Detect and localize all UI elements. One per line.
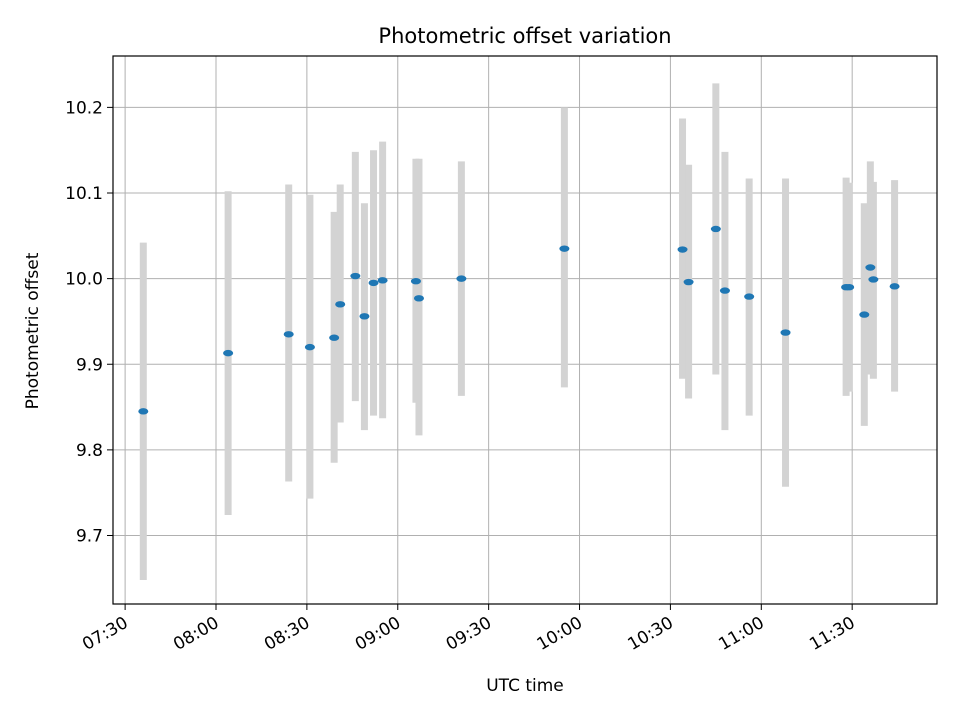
data-point [329, 334, 340, 341]
data-point [350, 272, 361, 280]
data-point [377, 277, 388, 284]
y-tick-label: 10.1 [65, 184, 103, 204]
plot-frame [112, 55, 938, 605]
data-point [859, 311, 870, 318]
data-point [780, 329, 791, 336]
data-point [368, 279, 379, 287]
y-axis-label: Photometric offset [23, 252, 43, 409]
data-point [744, 293, 755, 300]
y-tick-label: 9.9 [76, 355, 103, 375]
chart-title: Photometric offset variation [378, 24, 671, 48]
points-group [138, 225, 900, 415]
x-axis-label: UTC time [486, 676, 564, 696]
data-point [138, 408, 149, 415]
data-point [683, 278, 694, 286]
data-point [410, 277, 421, 285]
data-point [283, 331, 294, 338]
data-point [677, 246, 688, 253]
data-point [844, 283, 855, 291]
y-tick-label: 9.7 [76, 527, 103, 547]
y-tick-label: 9.8 [76, 441, 103, 461]
y-axis-ticks: 9.7 9.8 9.9 10.0 10.1 10.2 [65, 98, 113, 547]
data-point [413, 295, 424, 302]
data-point [559, 245, 570, 252]
data-point [710, 225, 721, 233]
y-tick-label: 10.0 [65, 270, 103, 290]
data-point [456, 275, 467, 282]
y-tick-label: 10.2 [65, 98, 103, 118]
data-point [868, 276, 879, 283]
data-point [719, 287, 730, 294]
data-point [865, 264, 876, 271]
data-point [359, 313, 370, 320]
data-point [304, 343, 315, 351]
grid-lines [113, 56, 937, 604]
data-point [223, 349, 234, 357]
data-point [335, 301, 346, 308]
data-point [889, 283, 900, 290]
